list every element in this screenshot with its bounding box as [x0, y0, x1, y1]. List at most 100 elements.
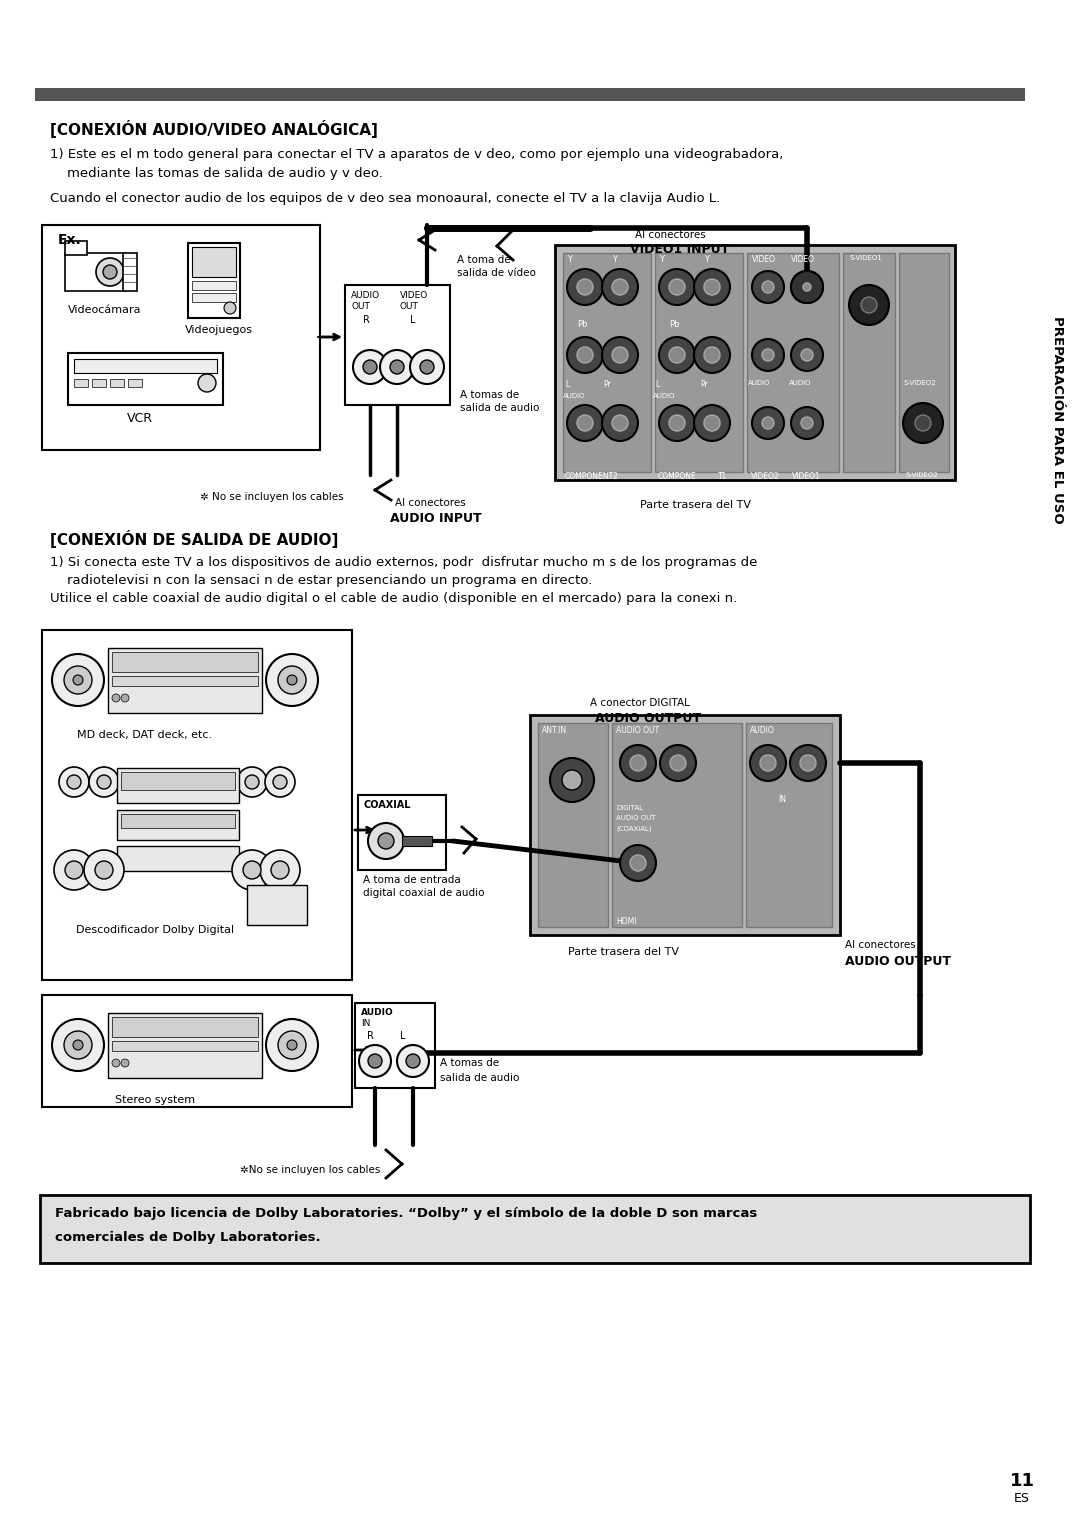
Text: AUDIO OUTPUT: AUDIO OUTPUT: [595, 713, 701, 725]
Text: ES: ES: [1014, 1492, 1030, 1505]
Text: OUT: OUT: [400, 302, 419, 311]
Circle shape: [198, 374, 216, 392]
Text: [CONEXIÓN DE SALIDA DE AUDIO]: [CONEXIÓN DE SALIDA DE AUDIO]: [50, 530, 338, 548]
Text: MD deck, DAT deck, etc.: MD deck, DAT deck, etc.: [78, 729, 213, 740]
Circle shape: [620, 745, 656, 781]
Circle shape: [112, 694, 120, 702]
Circle shape: [73, 1041, 83, 1050]
Text: ANT.IN: ANT.IN: [542, 726, 567, 736]
Circle shape: [659, 337, 696, 372]
Circle shape: [112, 1059, 120, 1067]
Circle shape: [54, 850, 94, 890]
Text: AUDIO INPUT: AUDIO INPUT: [390, 513, 482, 525]
Text: COMPONE: COMPONE: [658, 472, 697, 481]
Text: salida de vídeo: salida de vídeo: [457, 269, 536, 278]
FancyBboxPatch shape: [355, 1003, 435, 1088]
Circle shape: [121, 694, 129, 702]
FancyBboxPatch shape: [129, 378, 141, 388]
FancyBboxPatch shape: [108, 649, 262, 713]
Circle shape: [694, 337, 730, 372]
Text: Pr: Pr: [603, 380, 611, 389]
FancyBboxPatch shape: [40, 1195, 1030, 1264]
Circle shape: [669, 346, 685, 363]
Text: radiotelevisi n con la sensaci n de estar presenciando un programa en directo.: radiotelevisi n con la sensaci n de esta…: [50, 574, 592, 588]
Circle shape: [789, 745, 826, 781]
FancyBboxPatch shape: [899, 253, 949, 472]
Text: L: L: [565, 380, 569, 389]
Circle shape: [670, 755, 686, 771]
Circle shape: [669, 279, 685, 295]
Text: Cuando el conector audio de los equipos de v deo sea monoaural, conecte el TV a : Cuando el conector audio de los equipos …: [50, 192, 720, 204]
Circle shape: [96, 258, 124, 285]
Text: IN: IN: [778, 795, 786, 804]
Text: mediante las tomas de salida de audio y v deo.: mediante las tomas de salida de audio y …: [50, 166, 383, 180]
Text: salida de audio: salida de audio: [460, 403, 539, 414]
FancyBboxPatch shape: [123, 253, 137, 291]
FancyBboxPatch shape: [112, 1041, 258, 1051]
Circle shape: [612, 346, 627, 363]
Text: Y: Y: [567, 255, 572, 264]
FancyBboxPatch shape: [112, 676, 258, 687]
Circle shape: [266, 655, 318, 707]
FancyBboxPatch shape: [402, 836, 432, 845]
Circle shape: [52, 1019, 104, 1071]
FancyBboxPatch shape: [747, 253, 839, 472]
Text: S-VIDEO2: S-VIDEO2: [903, 380, 935, 386]
Circle shape: [64, 1032, 92, 1059]
FancyBboxPatch shape: [92, 378, 106, 388]
Text: VIDEO2: VIDEO2: [751, 472, 780, 481]
Text: Videocámara: Videocámara: [68, 305, 141, 314]
Circle shape: [287, 674, 297, 685]
Text: A toma de entrada: A toma de entrada: [363, 874, 461, 885]
Text: Al conectores: Al conectores: [635, 230, 705, 240]
Circle shape: [752, 339, 784, 371]
Text: AUDIO: AUDIO: [351, 291, 380, 301]
FancyBboxPatch shape: [35, 89, 1025, 101]
Circle shape: [577, 415, 593, 430]
Circle shape: [95, 861, 113, 879]
FancyBboxPatch shape: [188, 243, 240, 317]
FancyBboxPatch shape: [42, 630, 352, 980]
Circle shape: [762, 349, 774, 362]
Circle shape: [64, 665, 92, 694]
FancyBboxPatch shape: [42, 224, 320, 450]
Text: VIDEO: VIDEO: [752, 255, 777, 264]
Text: (COAXIAL): (COAXIAL): [616, 826, 651, 832]
Circle shape: [915, 415, 931, 430]
Circle shape: [804, 282, 811, 291]
Circle shape: [89, 768, 119, 797]
FancyBboxPatch shape: [75, 378, 87, 388]
FancyBboxPatch shape: [112, 1016, 258, 1038]
Circle shape: [602, 404, 638, 441]
Text: VCR: VCR: [127, 412, 153, 426]
Circle shape: [260, 850, 300, 890]
FancyBboxPatch shape: [555, 246, 955, 481]
Circle shape: [903, 403, 943, 443]
FancyBboxPatch shape: [612, 723, 742, 926]
Text: R: R: [367, 1032, 374, 1041]
Text: AUDIO: AUDIO: [750, 726, 774, 736]
Text: AUDIO OUT: AUDIO OUT: [616, 726, 659, 736]
FancyBboxPatch shape: [538, 723, 608, 926]
Text: L: L: [400, 1032, 405, 1041]
FancyBboxPatch shape: [530, 716, 840, 935]
Circle shape: [694, 404, 730, 441]
Circle shape: [800, 755, 816, 771]
Circle shape: [232, 850, 272, 890]
Circle shape: [550, 758, 594, 803]
FancyBboxPatch shape: [121, 772, 235, 790]
Text: Fabricado bajo licencia de Dolby Laboratories. “Dolby” y el símbolo de la doble : Fabricado bajo licencia de Dolby Laborat…: [55, 1207, 757, 1219]
Text: AUDIO: AUDIO: [653, 394, 675, 398]
Circle shape: [67, 775, 81, 789]
FancyBboxPatch shape: [117, 768, 239, 803]
Text: Stereo system: Stereo system: [114, 1096, 195, 1105]
Circle shape: [353, 349, 387, 385]
Circle shape: [669, 415, 685, 430]
Text: AUDIO: AUDIO: [789, 380, 811, 386]
Text: HDMI: HDMI: [616, 917, 636, 926]
FancyBboxPatch shape: [192, 293, 237, 302]
FancyBboxPatch shape: [357, 795, 446, 870]
Text: VIDEO1: VIDEO1: [792, 472, 821, 481]
Circle shape: [577, 346, 593, 363]
Circle shape: [602, 269, 638, 305]
